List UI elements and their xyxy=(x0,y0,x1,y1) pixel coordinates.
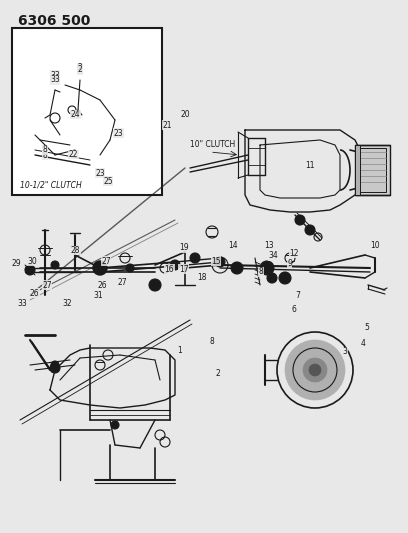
Text: 23: 23 xyxy=(113,129,123,138)
Circle shape xyxy=(234,265,240,271)
Text: 2: 2 xyxy=(216,369,221,377)
Circle shape xyxy=(309,364,321,376)
Circle shape xyxy=(25,265,35,275)
Text: 28: 28 xyxy=(71,246,80,255)
Text: 13: 13 xyxy=(264,241,274,249)
Circle shape xyxy=(190,253,200,263)
Circle shape xyxy=(51,261,59,269)
Circle shape xyxy=(285,340,345,400)
Text: 30: 30 xyxy=(28,257,38,265)
Text: 10-1/2" CLUTCH: 10-1/2" CLUTCH xyxy=(20,180,82,189)
Circle shape xyxy=(51,361,59,369)
Text: 15: 15 xyxy=(211,257,221,265)
Text: 4: 4 xyxy=(361,340,366,348)
Text: 8: 8 xyxy=(210,337,215,345)
Circle shape xyxy=(111,421,119,429)
Text: 33: 33 xyxy=(50,70,60,79)
Bar xyxy=(355,145,360,195)
Text: 10" CLUTCH: 10" CLUTCH xyxy=(190,140,235,149)
Bar xyxy=(358,148,386,192)
Circle shape xyxy=(97,265,103,271)
Text: 33: 33 xyxy=(18,300,27,308)
Circle shape xyxy=(305,225,315,235)
Circle shape xyxy=(93,261,107,275)
Text: 16: 16 xyxy=(164,265,174,273)
Text: 27: 27 xyxy=(101,257,111,265)
Text: 9: 9 xyxy=(287,260,292,268)
Text: 20: 20 xyxy=(181,110,191,119)
Circle shape xyxy=(295,215,305,225)
Text: 10: 10 xyxy=(370,241,380,249)
Bar xyxy=(355,145,390,195)
Text: 6: 6 xyxy=(291,305,296,313)
Text: 6306 500: 6306 500 xyxy=(18,14,91,28)
Circle shape xyxy=(279,272,291,284)
Circle shape xyxy=(126,264,134,272)
Text: 32: 32 xyxy=(62,300,72,308)
Text: 22: 22 xyxy=(69,150,78,159)
Circle shape xyxy=(215,257,225,267)
Text: 25: 25 xyxy=(103,177,113,185)
Text: 27: 27 xyxy=(118,278,127,287)
Circle shape xyxy=(267,273,277,283)
Circle shape xyxy=(50,363,60,373)
Text: 26: 26 xyxy=(30,289,40,297)
Circle shape xyxy=(260,261,274,275)
Circle shape xyxy=(149,279,161,291)
Text: 5: 5 xyxy=(365,324,370,332)
Text: 17: 17 xyxy=(179,265,188,273)
Text: 33: 33 xyxy=(50,76,60,85)
Text: 1: 1 xyxy=(177,346,182,355)
Text: 12: 12 xyxy=(289,249,299,257)
Text: 7: 7 xyxy=(295,292,300,300)
Text: 18: 18 xyxy=(197,273,207,281)
Text: 8: 8 xyxy=(42,146,47,155)
Text: 2: 2 xyxy=(78,66,82,75)
Text: 24: 24 xyxy=(71,110,80,119)
Circle shape xyxy=(170,260,180,270)
Text: 11: 11 xyxy=(305,161,315,169)
Text: 27: 27 xyxy=(42,281,52,289)
Bar xyxy=(12,28,162,195)
Text: 19: 19 xyxy=(179,244,188,252)
Circle shape xyxy=(231,262,243,274)
Circle shape xyxy=(264,265,270,271)
Text: 14: 14 xyxy=(228,241,237,249)
Text: 29: 29 xyxy=(11,260,21,268)
Text: 31: 31 xyxy=(93,292,103,300)
Text: 3: 3 xyxy=(342,348,347,356)
Text: 23: 23 xyxy=(95,169,105,177)
Text: 2: 2 xyxy=(78,63,82,72)
Text: 34: 34 xyxy=(268,252,278,260)
Text: 26: 26 xyxy=(97,281,107,289)
Text: 21: 21 xyxy=(162,121,172,130)
Text: 8: 8 xyxy=(42,150,47,159)
Circle shape xyxy=(303,358,327,382)
Text: 8: 8 xyxy=(259,268,264,276)
